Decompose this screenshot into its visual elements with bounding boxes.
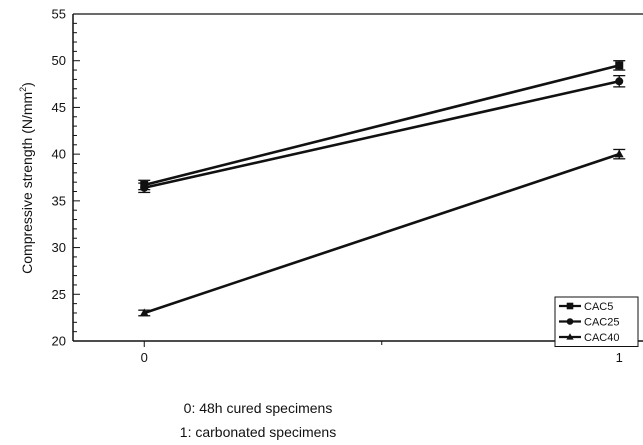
x-tick-label: 0: [141, 350, 148, 365]
data-point-cac5: [615, 61, 623, 69]
legend-label-cac40: CAC40: [584, 332, 619, 344]
y-axis: 20 25 30 35 40 45 50 55: [52, 7, 80, 349]
y-tick-label: 25: [52, 287, 66, 302]
legend: CAC5 CAC25 CAC40: [555, 297, 638, 347]
series-cac25: [138, 76, 625, 193]
y-tick-label: 20: [52, 334, 66, 349]
y-tick-label: 55: [52, 7, 66, 22]
legend-label-cac25: CAC25: [584, 317, 619, 329]
y-axis-title-main: Compressive strength (N/mm: [19, 92, 35, 274]
legend-marker-cac5: [567, 303, 574, 310]
legend-label-cac5: CAC5: [584, 301, 613, 313]
y-axis-title: Compressive strength (N/mm2): [18, 82, 35, 274]
x-tick-label: 1: [616, 350, 623, 365]
legend-marker-cac25: [567, 318, 574, 325]
y-tick-label: 40: [52, 147, 66, 162]
y-axis-title-tail: ): [19, 82, 35, 87]
series-line-cac40: [144, 154, 619, 313]
series-line-cac5: [144, 65, 619, 185]
data-point-cac40: [615, 150, 624, 158]
data-point-cac25: [615, 77, 623, 85]
y-tick-label: 35: [52, 193, 66, 208]
data-point-cac25: [140, 184, 148, 192]
series-line-cac25: [144, 81, 619, 188]
series-cac5: [138, 61, 625, 190]
x-axis-title-line-1: 0: 48h cured specimens: [184, 400, 333, 416]
series-layer: [138, 61, 625, 316]
series-cac40: [138, 149, 625, 316]
y-tick-label: 50: [52, 53, 66, 68]
plot-area: [73, 14, 643, 341]
y-tick-label: 45: [52, 100, 66, 115]
x-axis-title-line-2: 1: carbonated specimens: [180, 424, 336, 440]
y-tick-label: 30: [52, 240, 66, 255]
